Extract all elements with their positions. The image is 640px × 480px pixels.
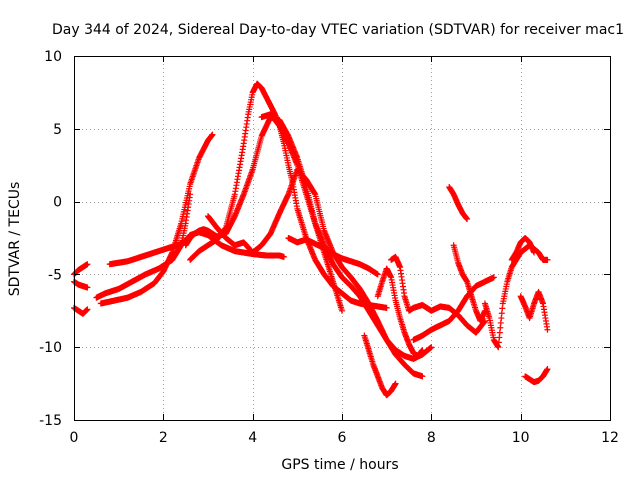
- series-arc13: [374, 265, 426, 359]
- series-arc3: [71, 304, 91, 317]
- data-point: [84, 284, 91, 291]
- ticks-layer: 0 2 4 6 8 10 12 -15 -10 -5 0 5 10: [39, 49, 619, 446]
- plot-frame: [74, 56, 611, 421]
- series-arc1: [71, 261, 91, 278]
- series-arc7: [97, 131, 216, 307]
- series-arc11: [285, 235, 381, 278]
- data-point: [544, 256, 551, 263]
- data-point: [531, 249, 538, 256]
- data-point: [490, 274, 497, 281]
- y-tick-label: 10: [44, 49, 62, 65]
- x-axis-label: GPS time / hours: [281, 457, 398, 473]
- y-tick-label: 5: [53, 122, 62, 138]
- data-point: [339, 307, 345, 314]
- series-arc20: [522, 366, 551, 386]
- series-arc14: [388, 253, 488, 336]
- y-tick-label: -5: [48, 267, 62, 283]
- series-arc16: [446, 184, 471, 223]
- data-point: [419, 347, 426, 354]
- chart-title: Day 344 of 2024, Sidereal Day-to-day VTE…: [52, 22, 624, 38]
- data-point: [419, 373, 426, 380]
- y-tick-label: -10: [39, 340, 62, 356]
- series-arc2: [71, 278, 91, 291]
- y-tick-label: 0: [53, 195, 62, 211]
- data-point: [544, 366, 551, 373]
- data-point: [84, 306, 91, 313]
- data-marks-layer: [71, 80, 551, 399]
- series-arc9: [205, 166, 426, 380]
- series-arc21: [508, 235, 538, 263]
- series-arc18: [481, 242, 551, 351]
- series-arc12: [361, 332, 399, 399]
- data-point: [280, 253, 287, 260]
- y-axis-label: SDTVAR / TECUs: [7, 182, 23, 297]
- data-point: [209, 131, 216, 138]
- y-tick-label: -15: [39, 413, 62, 429]
- series-arc19: [517, 288, 551, 333]
- data-point: [428, 344, 435, 351]
- x-tick-label: 10: [512, 430, 530, 446]
- grid-layer: [74, 56, 610, 420]
- x-tick-label: 4: [248, 430, 257, 446]
- data-point: [383, 304, 390, 311]
- data-point: [544, 326, 551, 333]
- data-point: [84, 261, 91, 268]
- x-tick-label: 2: [159, 430, 168, 446]
- data-point: [392, 380, 399, 387]
- data-point: [374, 271, 381, 278]
- x-tick-label: 6: [338, 430, 347, 446]
- series-arc17: [450, 242, 488, 324]
- x-tick-label: 8: [427, 430, 436, 446]
- x-tick-label: 0: [70, 430, 79, 446]
- series-arc5: [93, 191, 194, 301]
- data-point: [464, 216, 471, 223]
- x-tick-label: 12: [601, 430, 619, 446]
